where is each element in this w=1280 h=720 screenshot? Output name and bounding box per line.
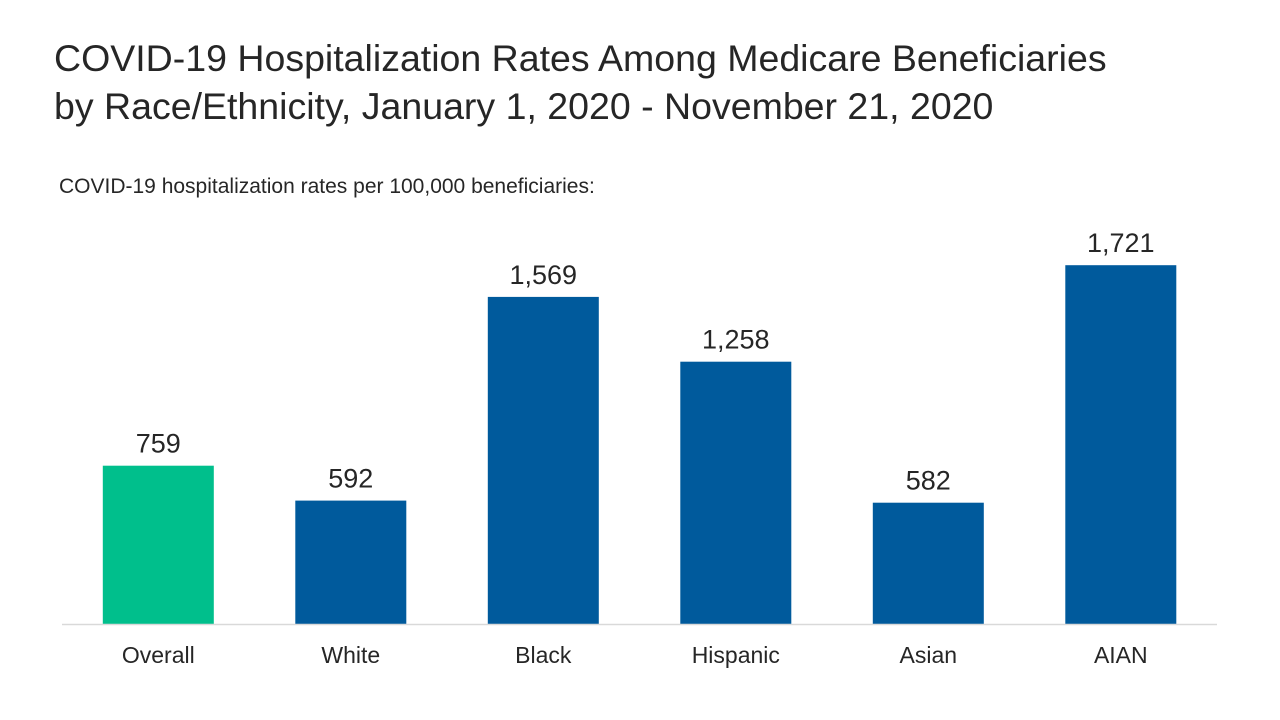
- chart-title-line-1: COVID-19 Hospitalization Rates Among Med…: [54, 37, 1107, 79]
- category-label-hispanic: Hispanic: [692, 642, 780, 668]
- bar-hispanic: [680, 361, 792, 624]
- data-label-white: 592: [328, 464, 373, 494]
- category-label-white: White: [321, 642, 380, 668]
- data-label-aian: 1,721: [1087, 228, 1155, 258]
- bar-asian: [872, 502, 984, 624]
- bar-white: [295, 500, 407, 624]
- labels-group: 759 Overall 592 White 1,569 Black 1,258 Hispani…: [122, 228, 1155, 668]
- bar-overall: [102, 465, 214, 624]
- category-label-overall: Overall: [122, 642, 195, 668]
- chart-title-line-2: by Race/Ethnicity, January 1, 2020 - Nov…: [54, 85, 994, 127]
- bars-group: [102, 265, 1177, 624]
- category-label-aian: AIAN: [1094, 642, 1148, 668]
- data-label-hispanic: 1,258: [702, 325, 770, 355]
- data-label-black: 1,569: [510, 260, 578, 290]
- category-label-black: Black: [515, 642, 572, 668]
- chart-title: COVID-19 Hospitalization Rates Among Med…: [54, 34, 1254, 130]
- chart-subtitle: COVID-19 hospitalization rates per 100,0…: [59, 175, 595, 198]
- data-label-asian: 582: [906, 466, 951, 496]
- data-label-overall: 759: [136, 429, 181, 459]
- bar-aian: [1065, 265, 1177, 624]
- category-label-asian: Asian: [900, 642, 958, 668]
- bar-black: [487, 296, 599, 624]
